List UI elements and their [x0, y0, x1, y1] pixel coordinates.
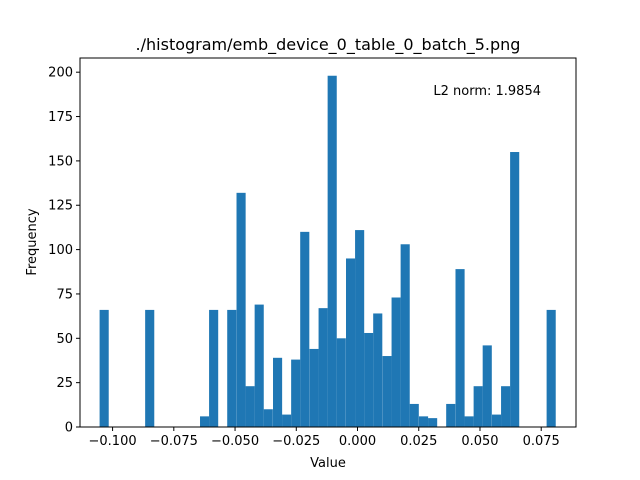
histogram-bar: [501, 386, 511, 427]
y-tick-label: 100: [48, 243, 73, 258]
y-tick-label: 125: [48, 199, 73, 214]
histogram-bar: [510, 152, 520, 427]
l2-norm-annotation: L2 norm: 1.9854: [433, 84, 541, 99]
chart-title: ./histogram/emb_device_0_table_0_batch_5…: [136, 35, 521, 55]
plot-frame: [79, 57, 577, 428]
histogram-bar: [355, 230, 365, 427]
histogram-bar: [209, 309, 219, 427]
histogram-bar: [200, 416, 210, 427]
histogram-bar: [309, 348, 319, 427]
histogram-bar: [327, 75, 337, 428]
x-tick-label: 0.050: [461, 434, 498, 449]
histogram-bar: [282, 414, 292, 427]
y-tick-label: 175: [48, 110, 73, 125]
y-tick-label: 50: [56, 332, 73, 347]
y-tick-label: 150: [48, 154, 73, 169]
histogram-bar: [245, 386, 255, 427]
x-tick-label: −0.050: [211, 434, 259, 449]
histogram-bar: [455, 269, 465, 427]
histogram-bar: [546, 309, 556, 427]
histogram-bar: [400, 244, 410, 427]
histogram-bar: [391, 297, 401, 427]
histogram-bar: [446, 403, 456, 427]
y-axis-ticks: 0 25 50 75 100 125 150 175 200: [48, 66, 80, 436]
histogram-bar: [145, 309, 155, 427]
histogram-bar: [364, 332, 374, 427]
x-tick-label: −0.025: [272, 434, 320, 449]
y-tick-label: 25: [56, 376, 73, 391]
histogram-bar: [236, 192, 246, 427]
histogram-bar: [336, 338, 346, 427]
histogram-bar: [473, 386, 483, 427]
y-tick-label: 75: [56, 287, 73, 302]
bars-group: [99, 75, 556, 428]
x-tick-label: 0.025: [400, 434, 437, 449]
histogram-bar: [263, 409, 273, 427]
histogram-bar: [373, 313, 383, 427]
histogram-bar: [254, 304, 264, 427]
x-tick-label: −0.075: [150, 434, 198, 449]
histogram-bar: [382, 356, 392, 427]
y-axis-label: Frequency: [25, 208, 40, 275]
histogram-bar: [227, 309, 237, 427]
histogram-bar: [318, 308, 328, 427]
histogram-bar: [428, 418, 438, 427]
histogram-bar: [491, 414, 502, 427]
histogram-bar: [409, 403, 419, 427]
x-tick-label: 0.000: [339, 434, 376, 449]
y-tick-label: 0: [65, 421, 73, 436]
x-axis-ticks: −0.100 −0.075 −0.050 −0.025 0.000 0.025 0.050 0…: [89, 427, 560, 449]
y-tick-label: 200: [48, 66, 73, 81]
histogram-bar: [291, 359, 301, 427]
histogram-bar: [300, 231, 310, 427]
x-tick-label: 0.075: [523, 434, 560, 449]
histogram-bar: [273, 357, 283, 427]
histogram-bar: [346, 258, 356, 427]
histogram-bar: [99, 309, 109, 427]
x-axis-label: Value: [310, 456, 346, 471]
histogram-bar: [482, 345, 492, 427]
histogram-bar: [464, 416, 474, 427]
x-tick-label: −0.100: [89, 434, 137, 449]
histogram-bar: [418, 416, 429, 427]
